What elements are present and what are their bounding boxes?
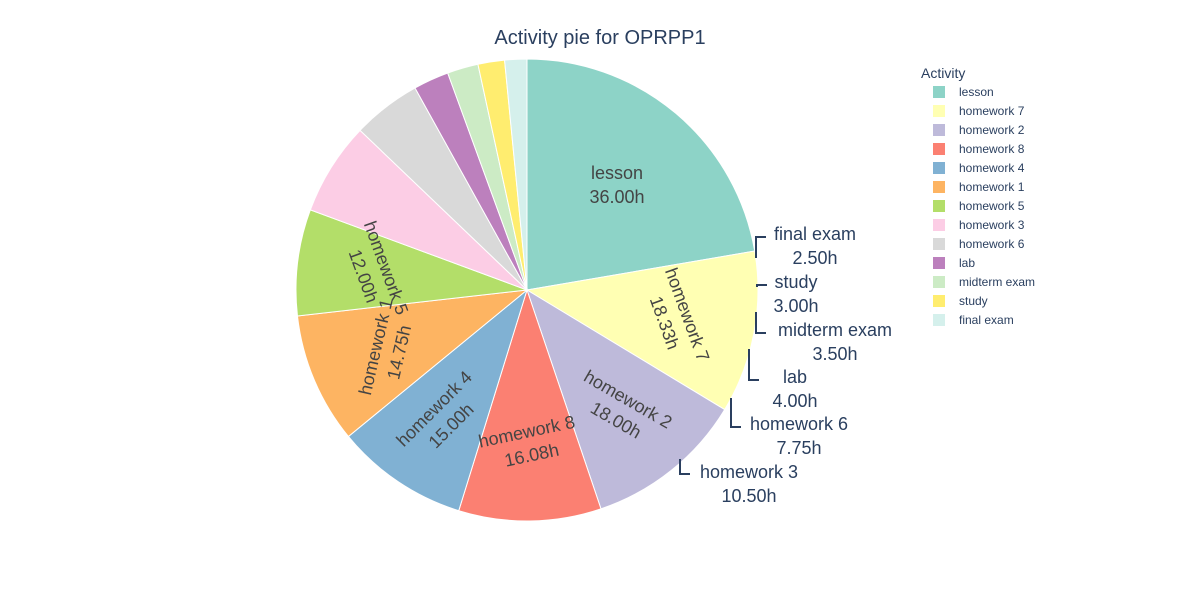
legend-swatch: [933, 219, 945, 231]
legend-item-lesson[interactable]: lesson: [933, 85, 994, 99]
legend-item-study[interactable]: study: [933, 294, 988, 308]
legend-swatch: [933, 162, 945, 174]
legend-item-final-exam[interactable]: final exam: [933, 313, 1014, 327]
legend-label: homework 2: [959, 123, 1025, 137]
legend-swatch: [933, 295, 945, 307]
slice-label-value: 2.50h: [792, 248, 837, 268]
legend-label: study: [959, 294, 988, 308]
legend-swatch: [933, 86, 945, 98]
legend-swatch: [933, 200, 945, 212]
pie-slice-homework-5[interactable]: [295, 209, 528, 317]
legend-swatch: [933, 238, 945, 250]
slice-label-value: 36.00h: [589, 187, 644, 207]
pie-slice-lesson[interactable]: [526, 58, 756, 291]
slice-label-lesson: lesson 36.00h: [589, 163, 644, 207]
slice-label-name: study: [774, 272, 817, 292]
leader-line-final-exam: [755, 236, 766, 258]
leader-line-homework-3: [679, 459, 690, 475]
legend-label: homework 6: [959, 237, 1025, 251]
legend-item-homework-2[interactable]: homework 2: [933, 123, 1025, 137]
slice-label-value: 10.50h: [721, 486, 776, 506]
legend-swatch: [933, 257, 945, 269]
legend-item-homework-4[interactable]: homework 4: [933, 161, 1025, 175]
leader-line-midterm-exam: [755, 312, 766, 334]
legend-swatch: [933, 276, 945, 288]
slice-label-name: lab: [783, 367, 807, 387]
leader-line-study: [756, 284, 767, 287]
slice-label-name: lesson: [591, 163, 643, 183]
pie-slice-homework-1[interactable]: [296, 289, 529, 438]
legend-swatch: [933, 314, 945, 326]
legend-item-lab[interactable]: lab: [933, 256, 975, 270]
slice-label-value: 4.00h: [772, 391, 817, 411]
legend-item-homework-6[interactable]: homework 6: [933, 237, 1025, 251]
legend-item-homework-7[interactable]: homework 7: [933, 104, 1025, 118]
legend-swatch: [933, 105, 945, 117]
slice-label-value: 3.50h: [812, 344, 857, 364]
leader-line-homework-6: [730, 398, 741, 428]
slice-label-value: 3.00h: [773, 296, 818, 316]
legend-swatch: [933, 181, 945, 193]
legend-label: homework 7: [959, 104, 1025, 118]
legend-label: lab: [959, 256, 975, 270]
legend-title: Activity: [921, 65, 965, 81]
legend-label: homework 3: [959, 218, 1025, 232]
legend-item-homework-1[interactable]: homework 1: [933, 180, 1025, 194]
legend-item-homework-8[interactable]: homework 8: [933, 142, 1025, 156]
slice-label-value: 7.75h: [776, 438, 821, 458]
legend-item-midterm-exam[interactable]: midterm exam: [933, 275, 1035, 289]
pie-slices: [295, 58, 759, 522]
pie-slice-homework-4[interactable]: [347, 288, 528, 512]
slice-label-name: final exam: [774, 224, 856, 244]
legend-label: midterm exam: [959, 275, 1035, 289]
leader-lines: [679, 236, 767, 475]
slice-label-name: midterm exam: [778, 320, 892, 340]
chart-title: Activity pie for OPRPP1: [494, 27, 705, 49]
legend-item-homework-3[interactable]: homework 3: [933, 218, 1025, 232]
legend-label: homework 1: [959, 180, 1025, 194]
legend-label: homework 5: [959, 199, 1025, 213]
legend-label: homework 8: [959, 142, 1025, 156]
legend-item-homework-5[interactable]: homework 5: [933, 199, 1025, 213]
slice-label-name: homework 6: [750, 414, 848, 434]
legend-label: homework 4: [959, 161, 1025, 175]
legend-label: final exam: [959, 313, 1014, 327]
pie-slice-homework-2[interactable]: [526, 288, 726, 510]
legend-swatch: [933, 143, 945, 155]
pie-slice-homework-8[interactable]: [458, 288, 602, 522]
slice-label-name: homework 3: [700, 462, 798, 482]
legend-label: lesson: [959, 85, 994, 99]
pie-slice-final-exam[interactable]: [504, 58, 528, 291]
legend-swatch: [933, 124, 945, 136]
leader-line-lab: [748, 349, 759, 381]
legend: Activity lesson homework 7 homework 2 homew…: [921, 65, 1035, 327]
